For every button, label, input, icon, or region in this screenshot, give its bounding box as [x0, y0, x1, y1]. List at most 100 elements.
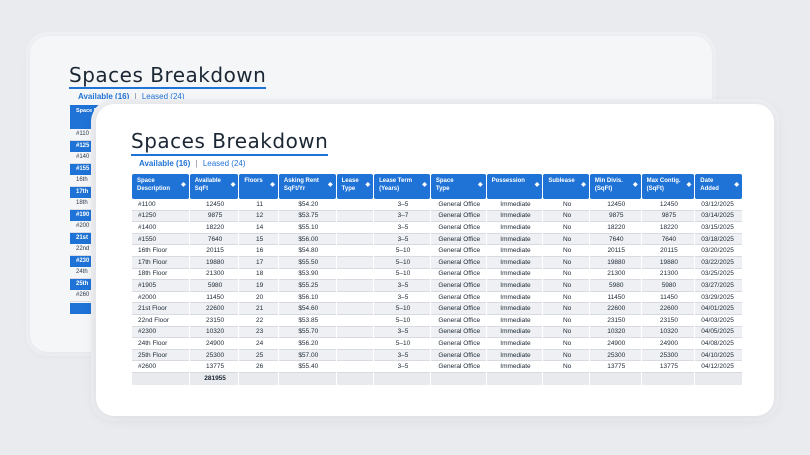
- table-row[interactable]: 22nd: [70, 244, 110, 256]
- cell-asking-rent: $55.25: [278, 280, 336, 292]
- tab-separator: |: [134, 92, 137, 101]
- cell-sublease: No: [543, 292, 589, 304]
- table-row[interactable]: 17th Floor 19880 17 $55.50 5–10 General Offic…: [132, 256, 742, 269]
- cell-available-sqft: 21300: [189, 269, 239, 281]
- sort-arrow-icon[interactable]: ◆: [230, 182, 236, 188]
- cell-max-contig: 21300: [641, 269, 695, 281]
- cell-sublease: No: [543, 326, 589, 339]
- column-header-possession[interactable]: Possession ◆: [486, 174, 543, 199]
- cell-possession: Immediate: [486, 326, 543, 339]
- table-row[interactable]: #230: [70, 255, 110, 267]
- table-row[interactable]: #1400 18220 14 $55.10 3–5 General Office Immed…: [132, 222, 742, 234]
- sort-arrow-icon[interactable]: ◆: [534, 182, 540, 188]
- sort-arrow-icon[interactable]: ◆: [328, 182, 333, 188]
- cell-sublease: No: [543, 303, 589, 315]
- table-row[interactable]: #125: [70, 140, 110, 152]
- cell-possession: Immediate: [486, 199, 543, 211]
- table-row[interactable]: #2000 11450 20 $56.10 3–5 General Office Immed…: [132, 292, 742, 304]
- column-header-sublabel: Description: [137, 185, 171, 192]
- cell-date-added: 03/15/2025: [695, 222, 742, 234]
- table-row[interactable]: 22nd Floor 23150 22 $53.85 5–10 General Offic…: [132, 315, 742, 327]
- cell-space-description: #2600: [132, 361, 189, 373]
- cell-lease-term: 5–10: [374, 315, 430, 327]
- cell-max-contig: 13775: [641, 361, 695, 373]
- cell-available-sqft: 12450: [189, 199, 239, 211]
- availability-tabs: Available (16) | Leased (24): [139, 159, 246, 168]
- table-row[interactable]: #190: [70, 209, 110, 221]
- table-row[interactable]: 16th Floor 20115 16 $54.80 5–10 General Offic…: [132, 245, 742, 257]
- cell-space-type: General Office: [430, 349, 486, 362]
- cell-lease-type: [336, 315, 374, 327]
- column-header-date-added[interactable]: Date Added ◆: [695, 174, 742, 199]
- table-row[interactable]: #2600 13775 26 $55.40 3–5 General Office Immed…: [132, 361, 742, 373]
- cell-lease-term: 3–5: [374, 199, 430, 211]
- tab-leased[interactable]: Leased (24): [141, 92, 185, 101]
- table-row[interactable]: 24th Floor 24900 24 $56.20 5–10 General Offic…: [132, 338, 742, 350]
- cell-max-contig: 7640: [641, 233, 695, 246]
- table-row[interactable]: #110: [70, 129, 110, 141]
- cell-available-sqft: 18220: [189, 222, 239, 234]
- column-header-space-description[interactable]: Space Description ◆: [132, 174, 189, 199]
- cell-space-description: #2300: [132, 326, 189, 339]
- sort-arrow-icon[interactable]: ◆: [422, 182, 427, 188]
- table-row[interactable]: 21st Floor 22600 21 $54.60 5–10 General Offic…: [132, 303, 742, 315]
- tab-leased[interactable]: Leased (24): [202, 159, 246, 168]
- cell-space-type: General Office: [430, 233, 486, 246]
- sort-arrow-icon[interactable]: ◆: [365, 182, 371, 188]
- table-row[interactable]: #155: [70, 163, 110, 175]
- column-header-sublease[interactable]: Sublease ◆: [543, 174, 589, 199]
- table-row[interactable]: #1550 7640 15 $56.00 3–5 General Office Immedi…: [132, 233, 742, 246]
- column-header-sublabel: (Years): [379, 185, 400, 192]
- cell-space-description: 17th Floor: [132, 256, 189, 269]
- tab-available[interactable]: Available (16): [78, 92, 130, 101]
- column-header-available-sqft[interactable]: Available SqFt ◆: [189, 174, 239, 199]
- cell-max-contig: 23150: [641, 315, 695, 327]
- cell-date-added: 03/12/2025: [695, 199, 742, 211]
- column-header-min-divis[interactable]: Min Divis. (SqFt) ◆: [589, 174, 641, 199]
- tab-available[interactable]: Available (16): [139, 159, 191, 168]
- column-header-space-type[interactable]: Space Type ◆: [430, 174, 486, 199]
- table-row[interactable]: #200: [70, 221, 110, 233]
- cell-max-contig: 18220: [641, 222, 695, 234]
- table-row[interactable]: 25th Floor 25300 25 $57.00 3–5 General Office…: [132, 349, 742, 362]
- cell-max-contig: 12450: [641, 199, 695, 211]
- column-header-asking-rent[interactable]: Asking Rent SqFt/Yr ◆: [278, 174, 336, 199]
- sort-arrow-icon[interactable]: ◆: [181, 182, 186, 188]
- column-header-label: Date: [700, 178, 714, 184]
- sort-arrow-icon[interactable]: ◆: [581, 182, 586, 188]
- sort-arrow-icon[interactable]: ◆: [477, 182, 483, 188]
- table-row[interactable]: 18th: [70, 198, 110, 210]
- sort-arrow-icon[interactable]: ◆: [686, 182, 692, 188]
- cell-asking-rent: $55.70: [278, 326, 336, 339]
- cell-asking-rent: $54.80: [278, 245, 336, 257]
- table-row[interactable]: 21st: [70, 232, 110, 244]
- table-row[interactable]: 24th: [70, 267, 110, 279]
- column-header-lease-type[interactable]: Lease Type ◆: [336, 174, 374, 199]
- sort-arrow-icon[interactable]: ◆: [632, 182, 638, 188]
- table-row[interactable]: 16th: [70, 175, 110, 187]
- column-header-lease-term[interactable]: Lease Term (Years) ◆: [374, 174, 430, 199]
- column-header-max-contig[interactable]: Max Contig. (SqFt) ◆: [641, 174, 695, 199]
- table-row[interactable]: 18th Floor 21300 18 $53.90 5–10 General Offic…: [132, 269, 742, 281]
- cell-available-sqft: 24900: [189, 338, 239, 350]
- table-row[interactable]: 17th: [70, 186, 110, 198]
- sort-arrow-icon[interactable]: ◆: [270, 182, 275, 188]
- table-row[interactable]: #2300 10320 23 $55.70 3–5 General Office Immed…: [132, 326, 742, 339]
- column-header-floors[interactable]: Floors ◆: [239, 174, 278, 199]
- cell-sublease: No: [543, 315, 589, 327]
- table-row[interactable]: 25th: [70, 278, 110, 290]
- cell-asking-rent: $53.90: [278, 269, 336, 281]
- cell-date-added: 03/14/2025: [695, 210, 742, 223]
- cell-min-divis: 19880: [589, 256, 641, 269]
- table-row[interactable]: #1250 9875 12 $53.75 3–7 General Office Immedi…: [132, 210, 742, 223]
- cell-asking-rent: $53.85: [278, 315, 336, 327]
- cell-asking-rent: $56.20: [278, 338, 336, 350]
- table-row[interactable]: #140: [70, 152, 110, 164]
- table-row[interactable]: #1905 5980 19 $55.25 3–5 General Office Immedi…: [132, 280, 742, 292]
- table-row[interactable]: #260: [70, 290, 110, 302]
- cell-min-divis: 10320: [589, 326, 641, 339]
- cell-possession: Immediate: [486, 233, 543, 246]
- table-row[interactable]: #1100 12450 11 $54.20 3–5 General Office Immed…: [132, 199, 742, 211]
- sort-arrow-icon[interactable]: ◆: [734, 182, 739, 188]
- column-header-label: Available: [194, 178, 221, 184]
